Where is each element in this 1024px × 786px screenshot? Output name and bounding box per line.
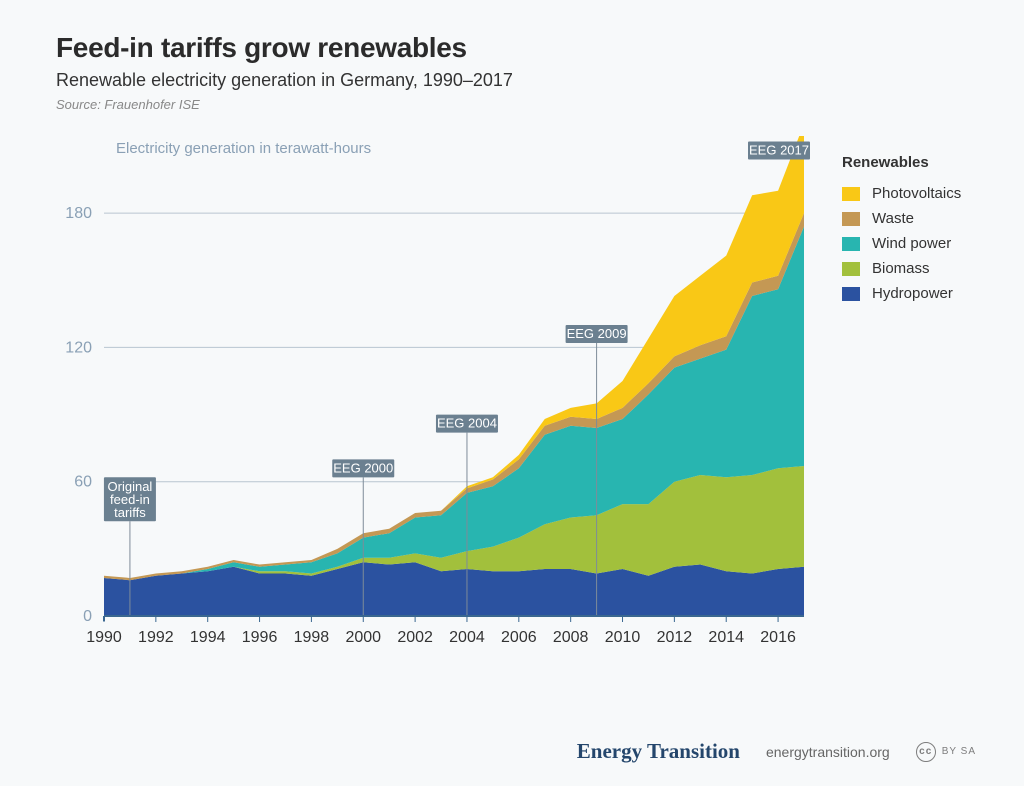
- legend-item: Hydropower: [842, 285, 961, 302]
- legend-swatch: [842, 237, 860, 251]
- x-tick-label: 2014: [708, 629, 744, 646]
- chart-title: Feed-in tariffs grow renewables: [56, 32, 976, 64]
- x-tick-label: 2008: [553, 629, 589, 646]
- y-tick-label: 60: [74, 474, 92, 491]
- y-axis-title: Electricity generation in terawatt-hours: [116, 140, 371, 157]
- x-tick-label: 2000: [345, 629, 381, 646]
- x-tick-label: 2004: [449, 629, 485, 646]
- chart-container: Feed-in tariffs grow renewables Renewabl…: [0, 0, 1024, 786]
- y-tick-label: 0: [83, 608, 92, 625]
- y-tick-label: 120: [65, 339, 92, 356]
- footer: Energy Transition energytransition.org c…: [577, 739, 976, 764]
- annotation-label: EEG 2004: [437, 416, 497, 431]
- legend: Renewables Photovoltaics Waste Wind power B…: [842, 154, 961, 310]
- cc-symbol: cc: [916, 742, 936, 762]
- legend-item: Wind power: [842, 235, 961, 252]
- area-chart-svg: 060120180Originalfeed-intariffsEEG 2000E…: [56, 136, 814, 652]
- legend-label: Wind power: [872, 235, 951, 252]
- chart-wrap: Electricity generation in terawatt-hours…: [56, 136, 976, 657]
- cc-text: BY SA: [942, 746, 976, 757]
- y-tick-label: 180: [65, 205, 92, 222]
- x-tick-label: 2006: [501, 629, 537, 646]
- x-tick-label: 1990: [86, 629, 122, 646]
- annotation-label: EEG 2017: [749, 143, 809, 158]
- legend-item: Waste: [842, 210, 961, 227]
- cc-license-icon: cc BY SA: [916, 742, 976, 762]
- x-tick-label: 1992: [138, 629, 174, 646]
- x-tick-label: 1998: [294, 629, 330, 646]
- legend-label: Hydropower: [872, 285, 953, 302]
- annotation-label: EEG 2000: [333, 460, 393, 475]
- brand-logo: Energy Transition: [577, 739, 740, 764]
- legend-label: Waste: [872, 210, 914, 227]
- chart-source: Source: Frauenhofer ISE: [56, 97, 976, 112]
- legend-title: Renewables: [842, 154, 961, 171]
- annotation-label: tariffs: [114, 505, 146, 520]
- website-link[interactable]: energytransition.org: [766, 744, 890, 760]
- annotation-label: EEG 2009: [567, 326, 627, 341]
- legend-item: Biomass: [842, 260, 961, 277]
- x-tick-label: 2012: [657, 629, 693, 646]
- legend-swatch: [842, 287, 860, 301]
- chart-subtitle: Renewable electricity generation in Germ…: [56, 70, 976, 91]
- x-tick-label: 2002: [397, 629, 433, 646]
- legend-label: Photovoltaics: [872, 185, 961, 202]
- legend-swatch: [842, 262, 860, 276]
- x-tick-label: 1996: [242, 629, 278, 646]
- legend-label: Biomass: [872, 260, 930, 277]
- x-tick-label: 2010: [605, 629, 641, 646]
- legend-swatch: [842, 187, 860, 201]
- x-tick-label: 1994: [190, 629, 226, 646]
- x-tick-label: 2016: [760, 629, 796, 646]
- legend-item: Photovoltaics: [842, 185, 961, 202]
- chart-area: Electricity generation in terawatt-hours…: [56, 136, 814, 657]
- legend-swatch: [842, 212, 860, 226]
